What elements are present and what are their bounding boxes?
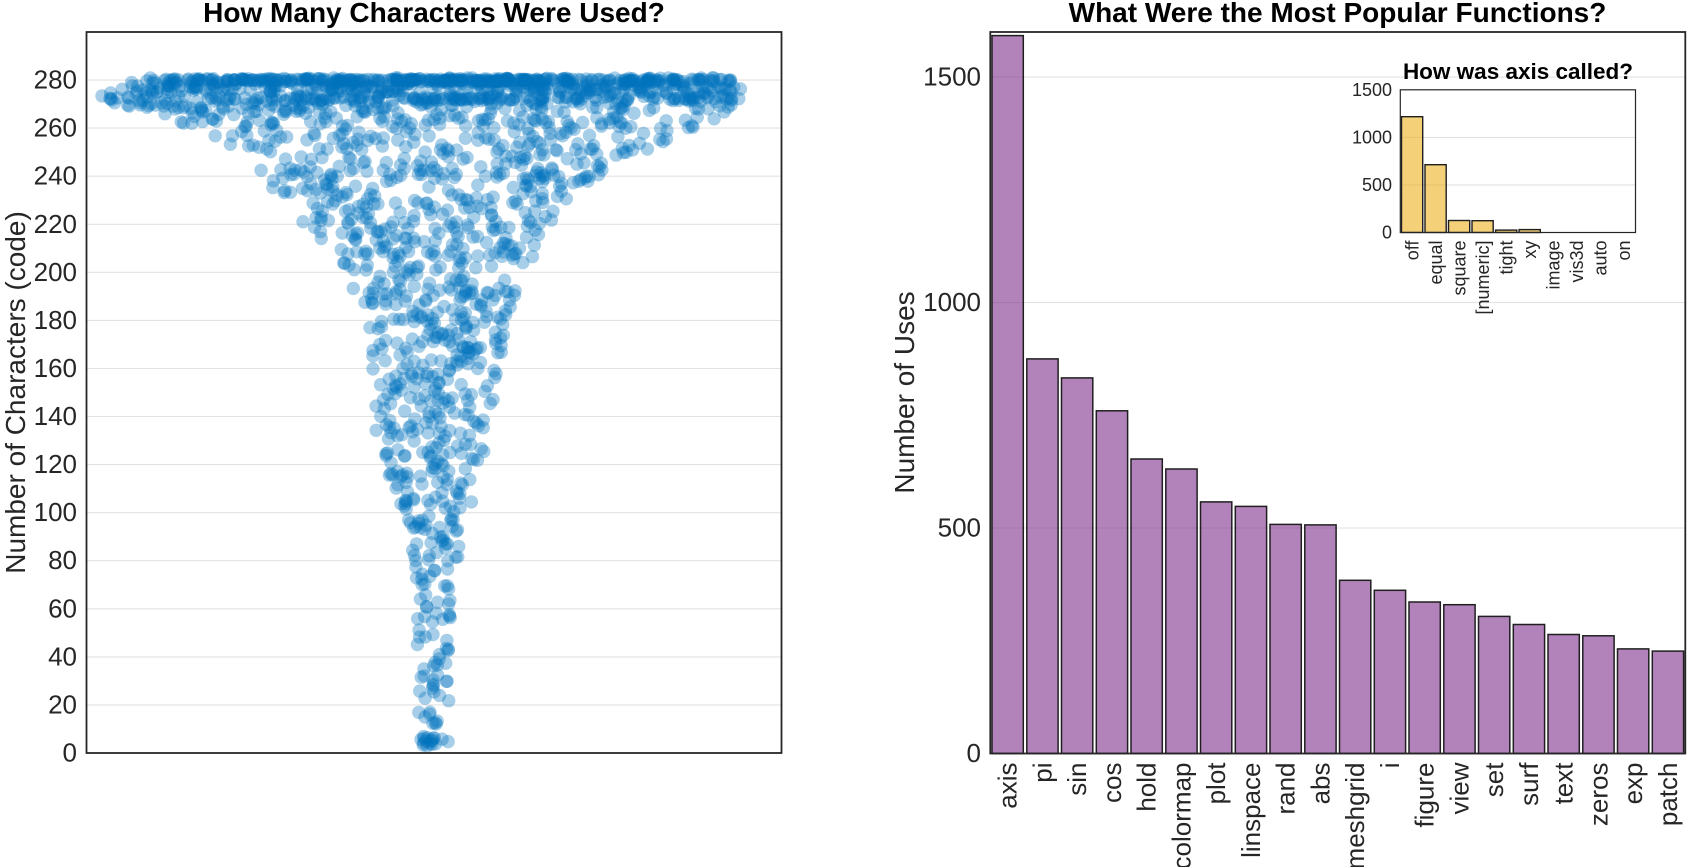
svg-text:square: square [1450, 241, 1470, 296]
svg-text:rand: rand [1271, 763, 1301, 815]
svg-text:500: 500 [938, 513, 981, 543]
svg-text:260: 260 [34, 113, 77, 143]
svg-text:240: 240 [34, 161, 77, 191]
svg-text:280: 280 [34, 65, 77, 95]
svg-text:i: i [1375, 763, 1405, 769]
svg-text:0: 0 [967, 738, 981, 768]
svg-text:40: 40 [48, 641, 77, 671]
svg-text:figure: figure [1410, 763, 1440, 828]
svg-text:180: 180 [34, 305, 77, 335]
svg-text:200: 200 [34, 257, 77, 287]
svg-text:0: 0 [63, 738, 77, 768]
svg-text:pi: pi [1027, 763, 1057, 783]
svg-text:meshgrid: meshgrid [1340, 763, 1370, 867]
svg-text:plot: plot [1201, 762, 1231, 805]
svg-text:0: 0 [1382, 223, 1392, 243]
svg-text:1500: 1500 [923, 62, 981, 92]
svg-text:cos: cos [1097, 763, 1127, 803]
svg-text:Number of Characters (code): Number of Characters (code) [0, 211, 31, 574]
svg-text:exp: exp [1618, 763, 1648, 805]
svg-text:xy: xy [1520, 241, 1540, 259]
svg-text:set: set [1479, 762, 1509, 797]
svg-text:100: 100 [34, 497, 77, 527]
svg-text:80: 80 [48, 545, 77, 575]
svg-text:patch: patch [1653, 763, 1683, 827]
svg-text:1000: 1000 [923, 287, 981, 317]
svg-text:1000: 1000 [1352, 127, 1392, 147]
svg-text:vis3d: vis3d [1567, 241, 1587, 283]
svg-text:equal: equal [1426, 241, 1446, 285]
svg-text:hold: hold [1132, 763, 1162, 812]
svg-text:surf: surf [1514, 762, 1544, 806]
svg-text:axis: axis [993, 763, 1023, 809]
svg-text:Number of Uses: Number of Uses [889, 291, 920, 493]
svg-text:off: off [1403, 240, 1423, 261]
svg-text:auto: auto [1591, 241, 1611, 276]
svg-text:160: 160 [34, 353, 77, 383]
svg-text:colormap: colormap [1166, 763, 1196, 867]
svg-text:140: 140 [34, 401, 77, 431]
svg-text:220: 220 [34, 209, 77, 239]
svg-text:tight: tight [1497, 241, 1517, 275]
svg-text:20: 20 [48, 689, 77, 719]
svg-text:text: text [1549, 762, 1579, 805]
svg-text:500: 500 [1362, 175, 1392, 195]
svg-text:linspace: linspace [1236, 763, 1266, 858]
svg-text:How Many Characters Were Used?: How Many Characters Were Used? [203, 0, 665, 28]
svg-text:abs: abs [1305, 763, 1335, 805]
svg-text:What Were the Most Popular Fun: What Were the Most Popular Functions? [1069, 0, 1607, 28]
svg-text:on: on [1614, 241, 1634, 261]
svg-text:view: view [1444, 762, 1474, 814]
svg-text:1500: 1500 [1352, 80, 1392, 100]
svg-text:[numeric]: [numeric] [1473, 241, 1493, 315]
svg-text:sin: sin [1062, 763, 1092, 796]
svg-text:120: 120 [34, 449, 77, 479]
svg-text:image: image [1544, 241, 1564, 290]
svg-text:60: 60 [48, 593, 77, 623]
svg-text:How was axis called?: How was axis called? [1403, 59, 1633, 84]
svg-text:zeros: zeros [1583, 763, 1613, 827]
